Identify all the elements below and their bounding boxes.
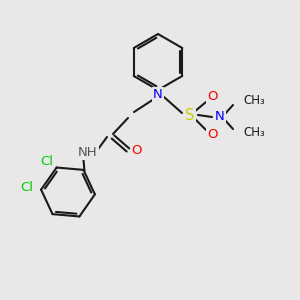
- Text: N: N: [215, 110, 225, 124]
- Text: O: O: [132, 143, 142, 157]
- Text: O: O: [208, 91, 218, 103]
- Text: Cl: Cl: [40, 155, 53, 168]
- Text: CH₃: CH₃: [243, 127, 265, 140]
- Text: S: S: [185, 107, 195, 122]
- Text: NH: NH: [78, 146, 98, 158]
- Text: CH₃: CH₃: [243, 94, 265, 107]
- Text: Cl: Cl: [21, 181, 34, 194]
- Text: N: N: [153, 88, 163, 101]
- Text: O: O: [208, 128, 218, 142]
